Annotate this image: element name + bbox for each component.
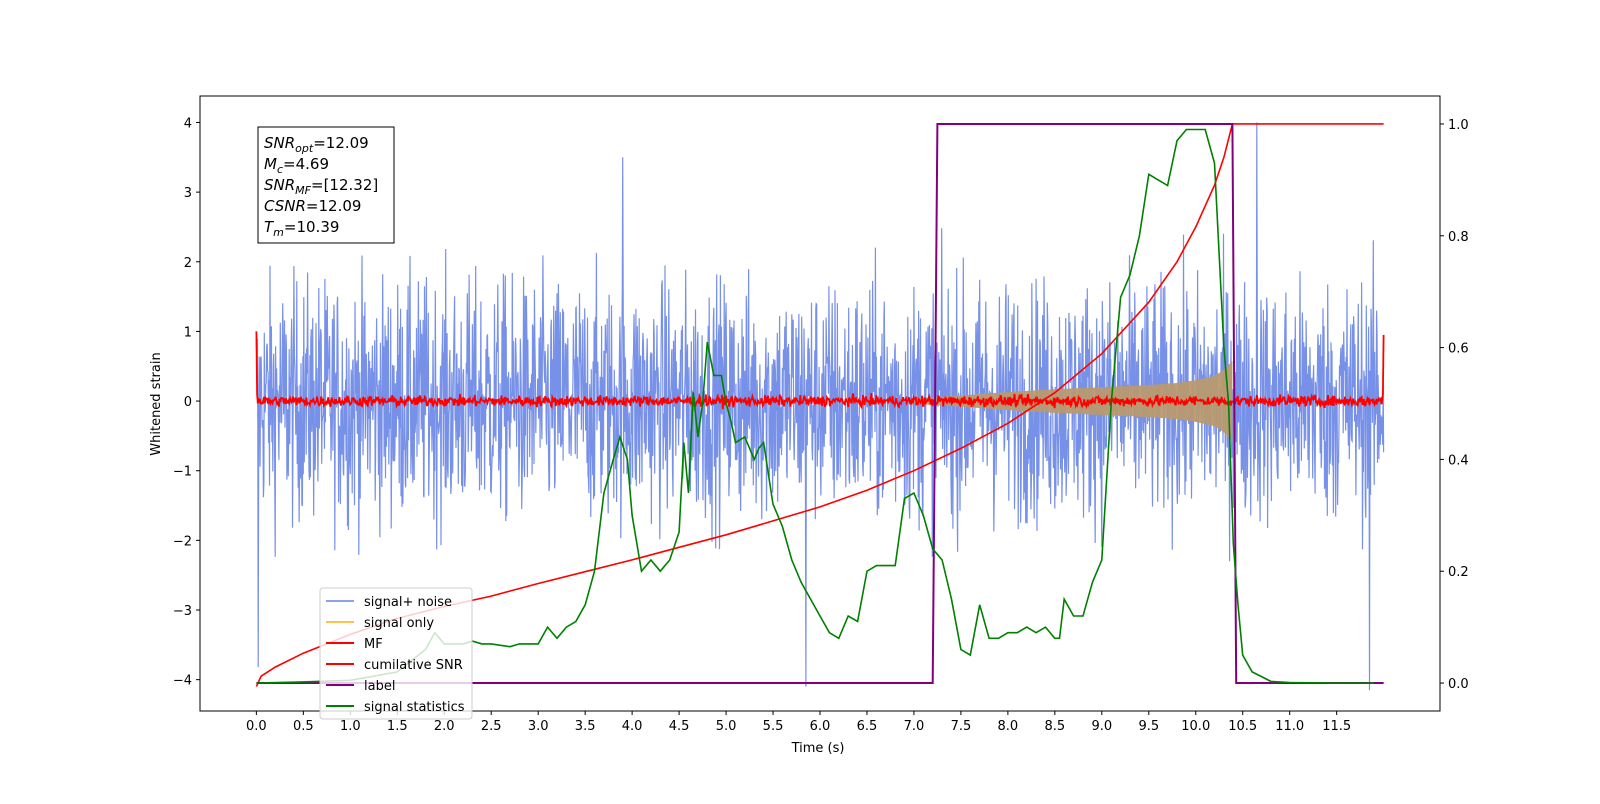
- x-tick-label: 4.5: [669, 719, 690, 734]
- stats-value: =12.09: [313, 134, 369, 152]
- stats-subscript: opt: [295, 142, 314, 155]
- stats-subscript: c: [277, 163, 283, 176]
- y-tick-label: −2: [173, 534, 192, 549]
- y-right-tick-label: 0.4: [1448, 453, 1469, 468]
- stats-line: Mc=4.69: [264, 155, 329, 176]
- x-tick-label: 5.5: [763, 719, 784, 734]
- legend-label: cumilative SNR: [364, 658, 463, 673]
- stats-value: =4.69: [283, 155, 329, 173]
- y-axis-right: 1.0 0.8 0.6 0.4 0.2 0.0: [1440, 118, 1469, 692]
- y-right-tick-label: 0.6: [1448, 342, 1469, 357]
- x-tick-label: 7.5: [951, 719, 972, 734]
- x-tick-label: 3.0: [528, 719, 549, 734]
- y-right-tick-label: 0.0: [1448, 677, 1469, 692]
- stats-symbol: SNR: [264, 176, 295, 194]
- x-tick-label: 11.5: [1322, 719, 1351, 734]
- stats-subscript: m: [273, 226, 284, 239]
- stats-line: SNRMF=[12.32]: [264, 176, 378, 197]
- x-tick-label: 2.5: [481, 719, 502, 734]
- legend-label: signal statistics: [364, 700, 465, 715]
- x-tick-label: 0.5: [293, 719, 314, 734]
- x-tick-label: 7.0: [904, 719, 925, 734]
- series-signal-statistics: [256, 128, 1375, 684]
- legend-frame: [319, 587, 473, 720]
- x-tick-label: 10.5: [1228, 719, 1257, 734]
- legend: signal+ noise signal only MF cumilative SNR…: [319, 587, 473, 720]
- stats-box-frame: [257, 126, 395, 244]
- y-right-tick-label: 0.8: [1448, 230, 1469, 245]
- x-tick-label: 5.0: [716, 719, 737, 734]
- stats-annotation-box: SNRopt=12.09Mc=4.69SNRMF=[12.32]CSNR=12.…: [257, 126, 395, 244]
- x-tick-label: 6.5: [857, 719, 878, 734]
- x-tick-label: 3.5: [575, 719, 596, 734]
- x-tick-label: 9.5: [1138, 719, 1159, 734]
- x-tick-label: 2.0: [434, 719, 455, 734]
- legend-label: signal+ noise: [364, 595, 452, 610]
- y-axis-label: Whitened strain: [149, 352, 164, 455]
- stats-symbol: T: [264, 218, 275, 236]
- stats-symbol: CSNR: [264, 197, 306, 215]
- legend-label: MF: [364, 637, 383, 652]
- y-tick-label: 3: [184, 186, 192, 201]
- y-tick-label: −4: [173, 674, 192, 689]
- stats-subscript: MF: [295, 184, 311, 197]
- stats-value: =[12.32]: [311, 176, 378, 194]
- stats-symbol: M: [264, 155, 277, 173]
- x-axis: 0.0 0.5 1.0 1.5 2.0 2.5 3.0 3.5 4.0 4.5 5.0 5.5 6.0 6…: [246, 711, 1351, 734]
- y-tick-label: −1: [173, 465, 192, 480]
- x-tick-label: 9.0: [1091, 719, 1112, 734]
- x-tick-label: 0.0: [246, 719, 267, 734]
- stats-line: CSNR=12.09: [264, 197, 361, 215]
- stats-symbol: SNR: [264, 134, 295, 152]
- x-tick-label: 8.0: [998, 719, 1019, 734]
- x-axis-label: Time (s): [791, 741, 845, 756]
- x-tick-label: 11.0: [1275, 719, 1304, 734]
- legend-label: label: [364, 679, 395, 694]
- y-tick-label: 4: [184, 116, 192, 131]
- series-mf: [255, 331, 1385, 410]
- y-right-tick-label: 0.2: [1448, 565, 1469, 580]
- y-tick-label: 2: [184, 256, 192, 271]
- x-tick-label: 4.0: [622, 719, 643, 734]
- x-tick-label: 1.0: [340, 719, 361, 734]
- x-tick-label: 1.5: [387, 719, 408, 734]
- y-tick-label: 1: [184, 325, 192, 340]
- x-tick-label: 10.0: [1181, 719, 1210, 734]
- y-tick-label: 0: [184, 395, 192, 410]
- y-tick-label: −3: [173, 604, 192, 619]
- y-right-tick-label: 1.0: [1448, 118, 1469, 133]
- legend-label: signal only: [364, 616, 434, 631]
- x-tick-label: 8.5: [1045, 719, 1066, 734]
- x-tick-label: 6.0: [810, 719, 831, 734]
- series-label: [256, 123, 1384, 684]
- stats-line: SNRopt=12.09: [264, 134, 369, 155]
- stats-value: =12.09: [306, 197, 362, 215]
- y-axis-left: 4 3 2 1 0 −1 −2 −3 −4: [173, 116, 200, 689]
- stats-value: =10.39: [284, 218, 340, 236]
- stats-line: Tm=10.39: [264, 218, 339, 239]
